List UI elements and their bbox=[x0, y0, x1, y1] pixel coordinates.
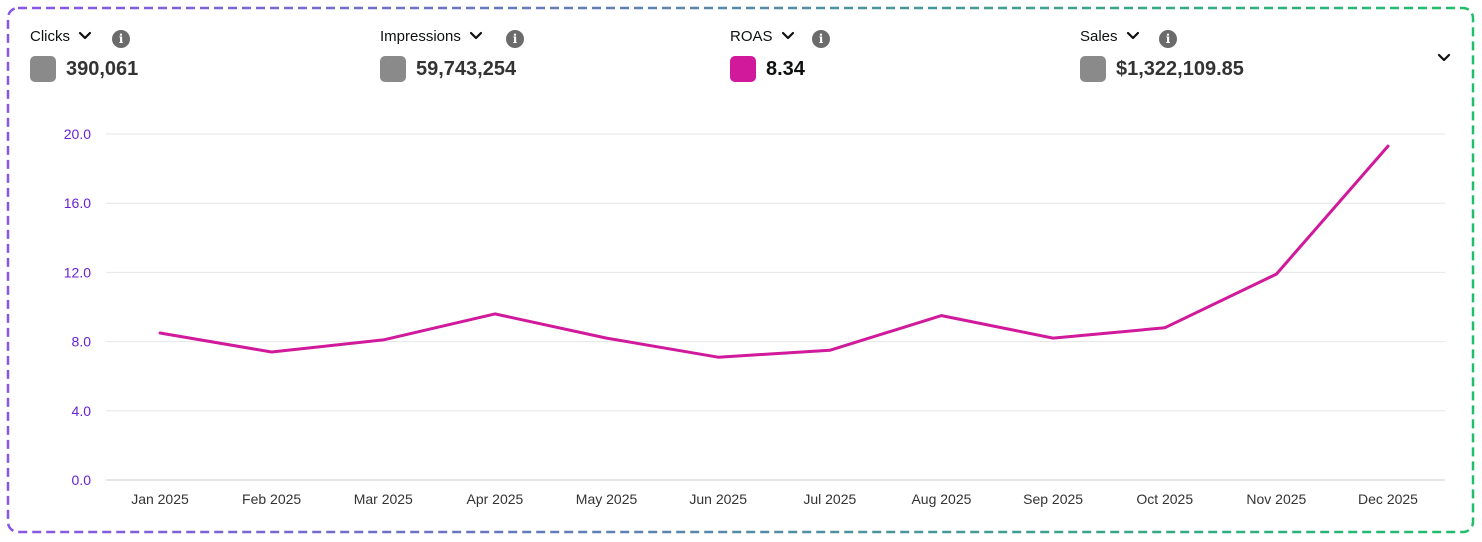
x-tick-label: Jan 2025 bbox=[131, 491, 189, 507]
data-point[interactable] bbox=[489, 308, 501, 320]
metric-sales-label[interactable]: Sales bbox=[1080, 27, 1118, 45]
data-point[interactable] bbox=[1047, 332, 1059, 344]
metric-clicks-label[interactable]: Clicks bbox=[30, 27, 70, 45]
data-point[interactable] bbox=[935, 310, 947, 322]
metric-sales-value: $1,322,109.85 bbox=[1116, 57, 1244, 80]
chart-series bbox=[154, 140, 1394, 363]
data-point[interactable] bbox=[1270, 268, 1282, 280]
metric-roas-selector[interactable]: ROAS bbox=[730, 24, 805, 48]
x-tick-label: Mar 2025 bbox=[354, 491, 413, 507]
series-line-roas[interactable] bbox=[158, 144, 1390, 359]
y-tick-label: 12.0 bbox=[64, 264, 91, 280]
x-tick-label: Oct 2025 bbox=[1136, 491, 1193, 507]
metric-impressions-swatch[interactable] bbox=[380, 56, 406, 82]
metric-impressions-label[interactable]: Impressions bbox=[380, 27, 461, 45]
y-tick-label: 4.0 bbox=[72, 403, 92, 419]
x-tick-label: Dec 2025 bbox=[1358, 491, 1418, 507]
y-axis: 0.0 4.0 8.0 12.0 16.0 20.0 bbox=[64, 126, 91, 488]
metric-sales-swatch[interactable] bbox=[1080, 56, 1106, 82]
data-point[interactable] bbox=[1159, 322, 1171, 334]
x-tick-label: Jun 2025 bbox=[689, 491, 747, 507]
metric-impressions: Impressions 59,743,254 bbox=[380, 24, 516, 82]
metric-roas: ROAS 8.34 bbox=[730, 24, 805, 82]
chart-grid bbox=[106, 133, 1445, 481]
data-point[interactable] bbox=[601, 332, 613, 344]
metric-roas-swatch[interactable] bbox=[730, 56, 756, 82]
x-tick-label: Feb 2025 bbox=[242, 491, 301, 507]
y-tick-label: 0.0 bbox=[72, 472, 92, 488]
chevron-down-icon[interactable] bbox=[1126, 29, 1140, 43]
x-tick-label: May 2025 bbox=[576, 491, 638, 507]
chevron-down-icon[interactable] bbox=[78, 29, 92, 43]
y-tick-label: 16.0 bbox=[64, 195, 91, 211]
info-icon[interactable]: i bbox=[1159, 30, 1177, 48]
data-point[interactable] bbox=[712, 351, 724, 363]
gradient-border bbox=[6, 6, 1475, 534]
data-point[interactable] bbox=[824, 344, 836, 356]
x-tick-label: Sep 2025 bbox=[1023, 491, 1083, 507]
info-icon[interactable]: i bbox=[506, 30, 524, 48]
metric-roas-label[interactable]: ROAS bbox=[730, 27, 773, 45]
metric-impressions-value: 59,743,254 bbox=[416, 57, 517, 80]
metric-sales: Sales $1,322,109.85 bbox=[1080, 24, 1244, 82]
chevron-down-icon[interactable] bbox=[781, 29, 795, 43]
data-point[interactable] bbox=[1382, 140, 1394, 152]
metric-impressions-selector[interactable]: Impressions bbox=[380, 24, 516, 48]
metric-clicks-value: 390,061 bbox=[66, 57, 139, 80]
metric-clicks-swatch[interactable] bbox=[30, 56, 56, 82]
info-icon[interactable]: i bbox=[112, 30, 130, 48]
x-tick-label: Nov 2025 bbox=[1246, 491, 1306, 507]
metric-roas-value: 8.34 bbox=[766, 57, 805, 80]
chevron-down-icon[interactable] bbox=[469, 29, 483, 43]
metric-sales-selector[interactable]: Sales bbox=[1080, 24, 1244, 48]
x-tick-label: Apr 2025 bbox=[466, 491, 523, 507]
data-point[interactable] bbox=[266, 346, 278, 358]
x-axis: Jan 2025 Feb 2025 Mar 2025 Apr 2025 May 2025… bbox=[131, 491, 1418, 507]
y-tick-label: 20.0 bbox=[64, 126, 91, 142]
data-point[interactable] bbox=[154, 327, 166, 339]
x-tick-label: Jul 2025 bbox=[803, 491, 856, 507]
y-tick-label: 8.0 bbox=[72, 334, 92, 350]
info-icon[interactable]: i bbox=[812, 30, 830, 48]
collapse-chevron-icon[interactable] bbox=[1436, 50, 1452, 66]
data-point[interactable] bbox=[377, 334, 389, 346]
x-tick-label: Aug 2025 bbox=[911, 491, 971, 507]
metric-clicks: Clicks 390,061 bbox=[30, 24, 138, 82]
metric-clicks-selector[interactable]: Clicks bbox=[30, 24, 138, 48]
